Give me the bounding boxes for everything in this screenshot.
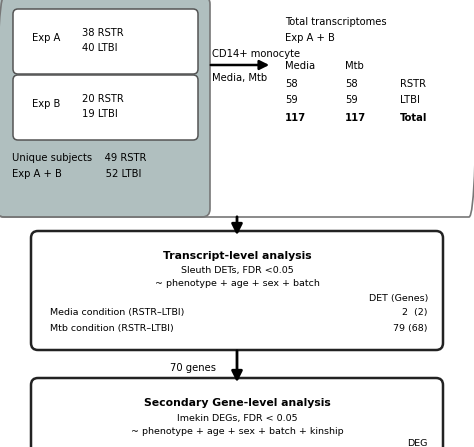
Text: 2  (2): 2 (2) (402, 308, 428, 316)
Text: Sleuth DETs, FDR <0.05: Sleuth DETs, FDR <0.05 (181, 266, 293, 275)
Text: 19 LTBI: 19 LTBI (82, 109, 118, 119)
Text: 59: 59 (345, 95, 358, 105)
FancyBboxPatch shape (0, 0, 210, 217)
Text: DET (Genes): DET (Genes) (369, 294, 428, 303)
FancyBboxPatch shape (31, 231, 443, 350)
Text: 20 RSTR: 20 RSTR (82, 94, 124, 104)
Text: Mtb condition (RSTR–LTBI): Mtb condition (RSTR–LTBI) (50, 324, 174, 333)
Text: ~ phenotype + age + sex + batch + kinship: ~ phenotype + age + sex + batch + kinshi… (131, 426, 343, 435)
Text: Exp A + B              52 LTBI: Exp A + B 52 LTBI (12, 169, 141, 179)
Text: 58: 58 (345, 79, 357, 89)
Text: 58: 58 (285, 79, 298, 89)
Text: Total transcriptomes: Total transcriptomes (285, 17, 387, 27)
Text: DEG: DEG (408, 439, 428, 447)
FancyBboxPatch shape (13, 9, 198, 74)
Text: 117: 117 (285, 113, 306, 123)
Text: Imekin DEGs, FDR < 0.05: Imekin DEGs, FDR < 0.05 (177, 413, 297, 422)
Text: 70 genes: 70 genes (170, 363, 216, 373)
Text: 79 (68): 79 (68) (393, 324, 428, 333)
Text: Exp B: Exp B (32, 99, 60, 109)
Text: RSTR: RSTR (400, 79, 426, 89)
Text: 38 RSTR: 38 RSTR (82, 28, 124, 38)
Text: ~ phenotype + age + sex + batch: ~ phenotype + age + sex + batch (155, 279, 319, 288)
Text: Secondary Gene-level analysis: Secondary Gene-level analysis (144, 398, 330, 408)
Text: Total: Total (400, 113, 428, 123)
Text: 40 LTBI: 40 LTBI (82, 43, 118, 53)
Text: Media condition (RSTR–LTBI): Media condition (RSTR–LTBI) (50, 308, 184, 316)
Text: Media: Media (285, 61, 315, 71)
Text: 117: 117 (345, 113, 366, 123)
Text: 59: 59 (285, 95, 298, 105)
FancyBboxPatch shape (13, 75, 198, 140)
Text: Exp A + B: Exp A + B (285, 33, 335, 43)
Text: LTBI: LTBI (400, 95, 420, 105)
Text: Mtb: Mtb (345, 61, 364, 71)
Text: Transcript-level analysis: Transcript-level analysis (163, 251, 311, 261)
Text: Unique subjects    49 RSTR: Unique subjects 49 RSTR (12, 153, 146, 163)
FancyBboxPatch shape (31, 378, 443, 447)
Text: Exp A: Exp A (32, 33, 60, 43)
Text: CD14+ monocyte: CD14+ monocyte (212, 49, 300, 59)
Text: Media, Mtb: Media, Mtb (212, 73, 267, 83)
